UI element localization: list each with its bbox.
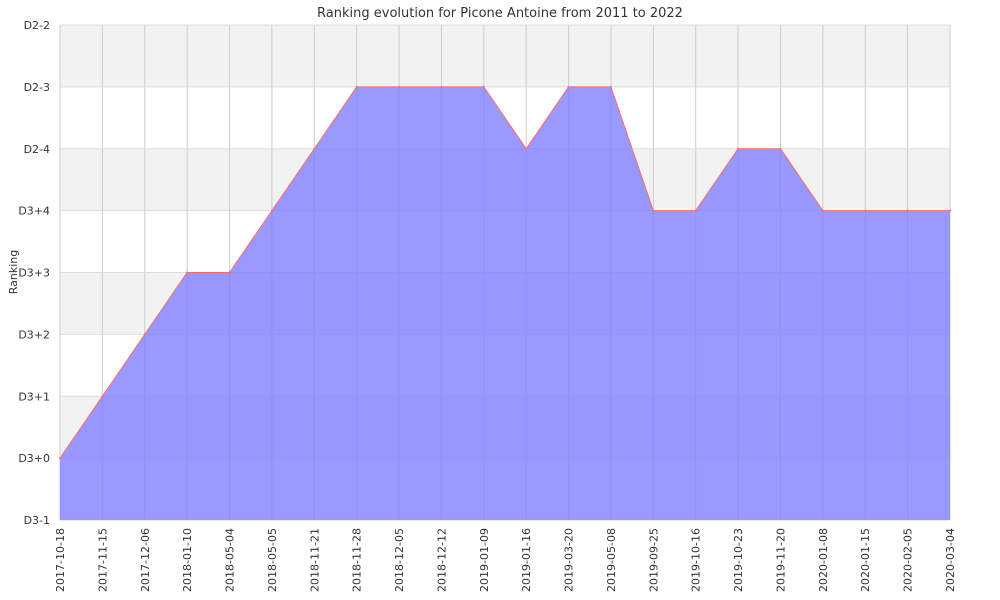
data-point bbox=[398, 85, 401, 88]
area-series bbox=[59, 86, 950, 520]
series-line bbox=[59, 86, 950, 459]
x-tick-label: 2018-12-05 bbox=[393, 528, 406, 592]
x-tick-label: 2019-10-16 bbox=[690, 528, 703, 592]
y-tick-label: D3+1 bbox=[18, 390, 50, 403]
y-tick-label: D3+3 bbox=[18, 267, 50, 280]
data-point bbox=[143, 333, 146, 336]
x-tick-label: 2020-02-05 bbox=[902, 528, 915, 592]
data-point bbox=[440, 85, 443, 88]
data-point bbox=[59, 457, 61, 460]
data-point bbox=[525, 147, 528, 150]
x-tick-label: 2017-12-06 bbox=[139, 528, 152, 592]
x-tick-label: 2018-11-21 bbox=[308, 528, 321, 592]
data-point bbox=[567, 85, 570, 88]
data-point bbox=[949, 209, 951, 212]
x-tick-label: 2019-05-08 bbox=[605, 528, 618, 592]
data-point bbox=[355, 85, 358, 88]
data-point bbox=[186, 271, 189, 274]
x-tick-label: 2019-09-25 bbox=[647, 528, 660, 592]
x-axis-ticks: 2017-10-18 2017-11-15 2017-12-06 2018-01-10… bbox=[54, 528, 957, 592]
plot-band bbox=[60, 25, 950, 87]
data-point bbox=[482, 85, 485, 88]
data-point bbox=[906, 209, 909, 212]
y-axis-ticks: D3-1 D3+0 D3+1 D3+2 D3+3 D3+4 D2-4 D2-3 D2-2 bbox=[18, 19, 50, 527]
data-point bbox=[737, 147, 740, 150]
x-tick-label: 2018-05-04 bbox=[224, 528, 237, 592]
x-tick-label: 2019-11-20 bbox=[774, 528, 787, 592]
x-tick-label: 2020-03-04 bbox=[944, 528, 957, 592]
data-point bbox=[270, 209, 273, 212]
x-tick-label: 2019-01-16 bbox=[520, 528, 533, 592]
data-point bbox=[313, 147, 316, 150]
y-tick-label: D3+4 bbox=[18, 205, 50, 218]
y-tick-label: D3+2 bbox=[18, 328, 50, 341]
x-tick-label: 2017-11-15 bbox=[96, 528, 109, 592]
y-tick-label: D2-4 bbox=[24, 143, 50, 156]
x-tick-label: 2019-03-20 bbox=[563, 528, 576, 592]
data-point bbox=[228, 271, 231, 274]
data-point bbox=[864, 209, 867, 212]
x-tick-label: 2020-01-08 bbox=[817, 528, 830, 592]
y-tick-label: D2-2 bbox=[24, 19, 50, 32]
y-tick-label: D2-3 bbox=[24, 81, 50, 94]
x-tick-label: 2019-01-09 bbox=[478, 528, 491, 592]
y-tick-label: D3+0 bbox=[18, 452, 50, 465]
x-tick-label: 2017-10-18 bbox=[54, 528, 67, 592]
data-point bbox=[821, 209, 824, 212]
data-point bbox=[779, 147, 782, 150]
y-tick-label: D3-1 bbox=[24, 514, 50, 527]
x-tick-label: 2019-10-23 bbox=[732, 528, 745, 592]
x-tick-label: 2020-01-15 bbox=[859, 528, 872, 592]
x-tick-label: 2018-11-28 bbox=[351, 528, 364, 592]
x-tick-label: 2018-01-10 bbox=[181, 528, 194, 592]
data-point bbox=[652, 209, 655, 212]
data-point bbox=[694, 209, 697, 212]
x-tick-label: 2018-05-05 bbox=[266, 528, 279, 592]
chart-title: Ranking evolution for Picone Antoine fro… bbox=[317, 6, 683, 21]
data-points bbox=[59, 85, 951, 460]
y-axis-label: Ranking bbox=[7, 250, 20, 295]
data-point bbox=[101, 395, 104, 398]
data-point bbox=[609, 85, 612, 88]
x-tick-label: 2018-12-12 bbox=[435, 528, 448, 592]
